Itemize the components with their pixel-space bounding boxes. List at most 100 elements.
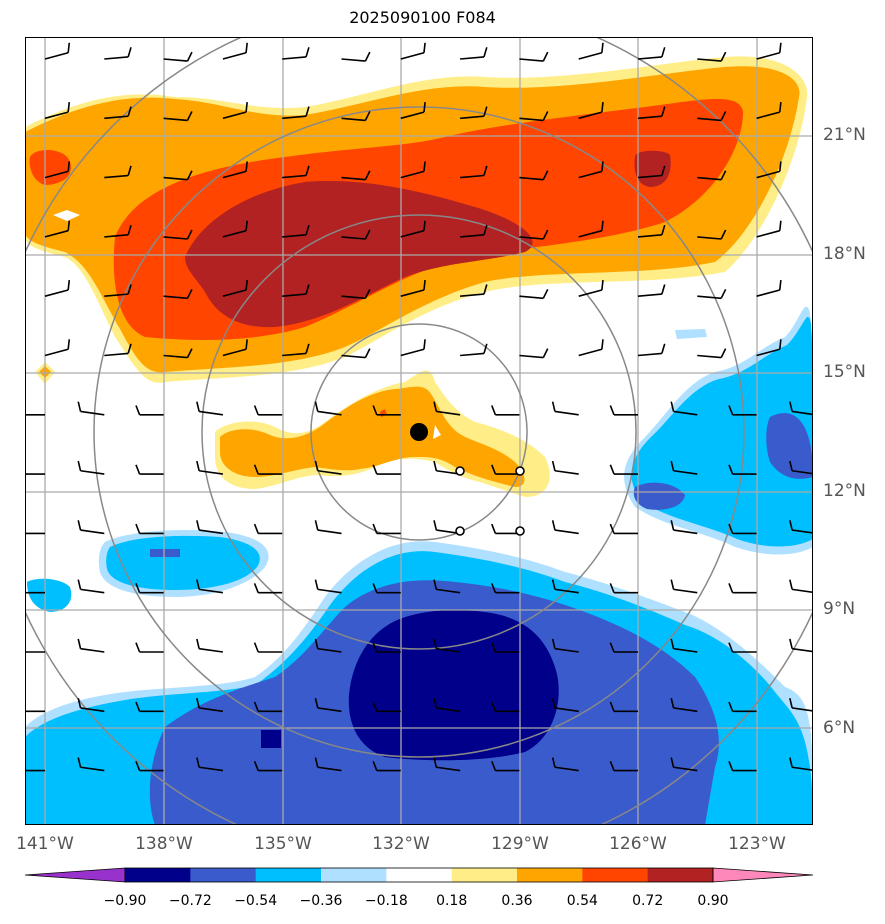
positive-anomaly-storm (215, 370, 550, 497)
wind-barb-flag (551, 401, 556, 412)
wind-barb-flag (551, 757, 556, 768)
neg-east-blue (766, 413, 813, 479)
wind-barb-flag (372, 701, 378, 712)
wind-barb (163, 58, 188, 62)
track-point (455, 526, 465, 536)
wind-barb-flag (186, 229, 193, 240)
wind-barb (578, 289, 603, 297)
colorbar (24, 867, 814, 883)
wind-barb (519, 354, 544, 359)
wind-barb-flag (305, 165, 310, 176)
neg-far-west (27, 578, 72, 612)
wind-barb-flag (609, 405, 615, 416)
wind-barb-flag (609, 701, 615, 712)
colorbar-outline (124, 867, 714, 883)
wind-barb (44, 111, 69, 120)
wind-barb-flag (720, 288, 727, 299)
wind-barb (44, 348, 69, 357)
wind-barb-flag (728, 642, 734, 653)
wind-barb (436, 707, 461, 713)
wind-barb (436, 588, 461, 594)
wind-barb-flag (305, 284, 310, 295)
colorbar-tick-label: −0.18 (364, 893, 408, 909)
wind-barb-flag (253, 701, 259, 712)
wind-barb-flag (423, 42, 426, 53)
wind-barb (436, 647, 461, 653)
wind-barb (578, 170, 603, 179)
wind-barb (199, 647, 224, 653)
wind-barb-flag (423, 339, 426, 350)
wind-barb (460, 115, 485, 120)
wind-barb-flag (609, 523, 615, 534)
wind-barb (637, 56, 662, 60)
wind-barb-flag (661, 343, 666, 354)
wind-barb (104, 174, 129, 179)
wind-barb (317, 529, 342, 535)
wind-barb-flag (542, 111, 549, 121)
wind-barb (317, 766, 342, 772)
wind-barb (756, 52, 780, 60)
wind-barb (341, 236, 366, 240)
wind-barb (400, 52, 425, 60)
wind-barb-flag (670, 401, 675, 412)
wind-barb-flag (789, 698, 793, 709)
wind-barb (578, 52, 603, 60)
wind-barb (80, 410, 105, 416)
range-ring-2 (201, 214, 637, 650)
wind-barb-flag (601, 42, 604, 53)
wind-barb-flag (245, 102, 248, 113)
wind-barb-flag (728, 464, 734, 475)
wind-barb-flag (609, 760, 615, 771)
wind-barb-flag (245, 161, 248, 172)
track-point (515, 526, 525, 536)
wind-barb-flag (135, 642, 141, 653)
neg-west-blob-blue (150, 549, 180, 557)
wind-barb-flag (789, 460, 793, 471)
wind-barb (673, 766, 698, 772)
wind-barb (673, 647, 698, 653)
wind-barb-flag (186, 51, 193, 62)
wind-barb (554, 529, 579, 535)
wind-barb-flag (186, 111, 193, 121)
wind-barb-flag (314, 638, 319, 649)
wind-barb (163, 117, 188, 122)
lat-label: 21°N (823, 125, 866, 145)
wind-barb-flag (728, 523, 734, 534)
wind-barb-flag (433, 520, 438, 531)
wind-barb (341, 295, 366, 300)
wind-barb (282, 115, 307, 120)
wind-barb (673, 588, 698, 594)
range-rings (25, 37, 813, 825)
wind-barb-flag (728, 701, 734, 712)
wind-barb (341, 58, 366, 62)
wind-barb (792, 707, 813, 712)
wind-barb (673, 707, 698, 713)
wind-barb-flag (314, 401, 319, 412)
wind-barb (697, 354, 722, 359)
wind-barb (673, 469, 698, 475)
wind-barb-flag (728, 583, 734, 593)
colorbar-tick-label: 0.72 (632, 893, 664, 909)
wind-barb-flag (609, 642, 615, 653)
wind-barb-flag (372, 642, 378, 653)
wind-barb (104, 293, 129, 297)
wind-barb (341, 117, 366, 122)
wind-barb-flag (305, 47, 310, 58)
wind-barb (317, 469, 342, 475)
storm-white (433, 425, 441, 439)
wind-barb-flag (135, 405, 141, 416)
wind-barb-flag (789, 401, 793, 412)
wind-barb (554, 588, 579, 594)
wind-barb (400, 229, 425, 238)
colorbar-extend-low (24, 867, 126, 883)
wind-barb-flag (364, 170, 371, 181)
wind-barb (460, 174, 485, 179)
wind-barb-flag (789, 579, 793, 590)
wind-barb-flag (127, 284, 132, 295)
wind-barb (222, 52, 247, 60)
wind-barb-flag (601, 279, 604, 291)
wind-barb-flag (483, 106, 488, 117)
wind-barb (673, 529, 698, 535)
wind-barb-flag (423, 279, 426, 291)
wind-barb-flag (245, 339, 248, 350)
